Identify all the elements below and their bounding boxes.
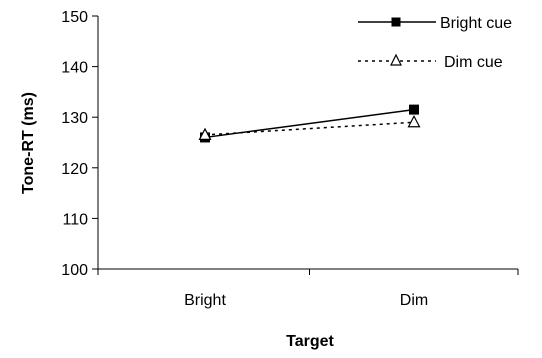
legend-marker-dim-cue bbox=[390, 53, 402, 66]
x-axis: Bright Dim bbox=[97, 268, 519, 309]
legend-label-dim-cue: Dim cue bbox=[444, 54, 503, 71]
data-point-dim-cue bbox=[198, 127, 212, 141]
legend-entry-bright-cue: Bright cue bbox=[358, 15, 512, 32]
legend-label-bright-cue: Bright cue bbox=[440, 15, 512, 32]
x-axis-title: Target bbox=[286, 333, 334, 350]
y-tick-group: 100 110 120 130 140 150 bbox=[61, 9, 98, 279]
y-tick-label: 100 bbox=[61, 262, 88, 279]
legend: Bright cue Dim cue bbox=[358, 15, 512, 71]
y-tick-label: 110 bbox=[62, 211, 88, 228]
y-tick-label: 140 bbox=[61, 60, 88, 77]
data-point-dim-cue bbox=[407, 114, 421, 128]
x-tick-group: Bright Dim bbox=[97, 269, 519, 309]
data-point-bright-cue bbox=[409, 104, 419, 115]
y-axis-title: Tone-RT (ms) bbox=[20, 92, 37, 194]
x-tick-label: Dim bbox=[400, 292, 428, 309]
y-tick-label: 150 bbox=[61, 9, 88, 26]
legend-entry-dim-cue: Dim cue bbox=[358, 53, 503, 71]
series-line-bright-cue bbox=[204, 108, 415, 139]
y-tick-label: 120 bbox=[61, 161, 88, 178]
legend-marker-bright-cue bbox=[391, 17, 401, 27]
y-tick-label: 130 bbox=[61, 110, 88, 127]
x-tick-label: Bright bbox=[184, 292, 226, 309]
y-axis: 100 110 120 130 140 150 bbox=[61, 9, 99, 279]
series-layer bbox=[198, 104, 421, 143]
